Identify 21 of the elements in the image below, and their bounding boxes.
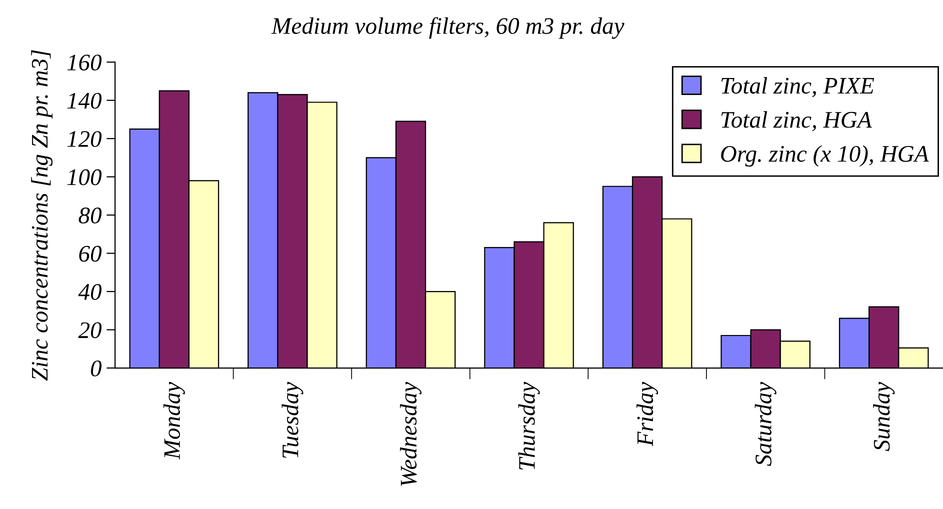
x-tick-label: Tuesday xyxy=(282,382,304,458)
y-tick-label: 40 xyxy=(78,284,102,300)
y-tick-label: 20 xyxy=(78,322,102,338)
legend-label: Total zinc, PIXE xyxy=(721,77,874,98)
x-tick-label: Thursday xyxy=(518,382,540,470)
x-tick-label: Saturday xyxy=(754,382,776,466)
y-tick-label: 100 xyxy=(67,169,102,186)
y-tick-label: 120 xyxy=(67,131,102,147)
legend-label: Total zinc, HGA xyxy=(721,111,872,132)
y-axis-title: Zinc concentrations [ng Zn pr. m3] xyxy=(31,50,53,381)
x-tick-label: Monday xyxy=(163,382,185,460)
chart-title: Medium volume filters, 60 m3 pr. day xyxy=(271,17,624,39)
x-tick-label: Sunday xyxy=(873,382,895,452)
y-tick-label: 60 xyxy=(79,246,102,262)
y-tick-label: 0 xyxy=(90,360,102,376)
legend-label: Org. zinc (x 10), HGA xyxy=(721,145,929,167)
x-tick-label: Wednesday xyxy=(400,382,422,486)
y-tick-label: 160 xyxy=(67,54,102,71)
x-tick-label: Friday xyxy=(636,382,658,446)
y-tick-label: 140 xyxy=(67,92,102,109)
y-tick-label: 80 xyxy=(78,208,102,224)
